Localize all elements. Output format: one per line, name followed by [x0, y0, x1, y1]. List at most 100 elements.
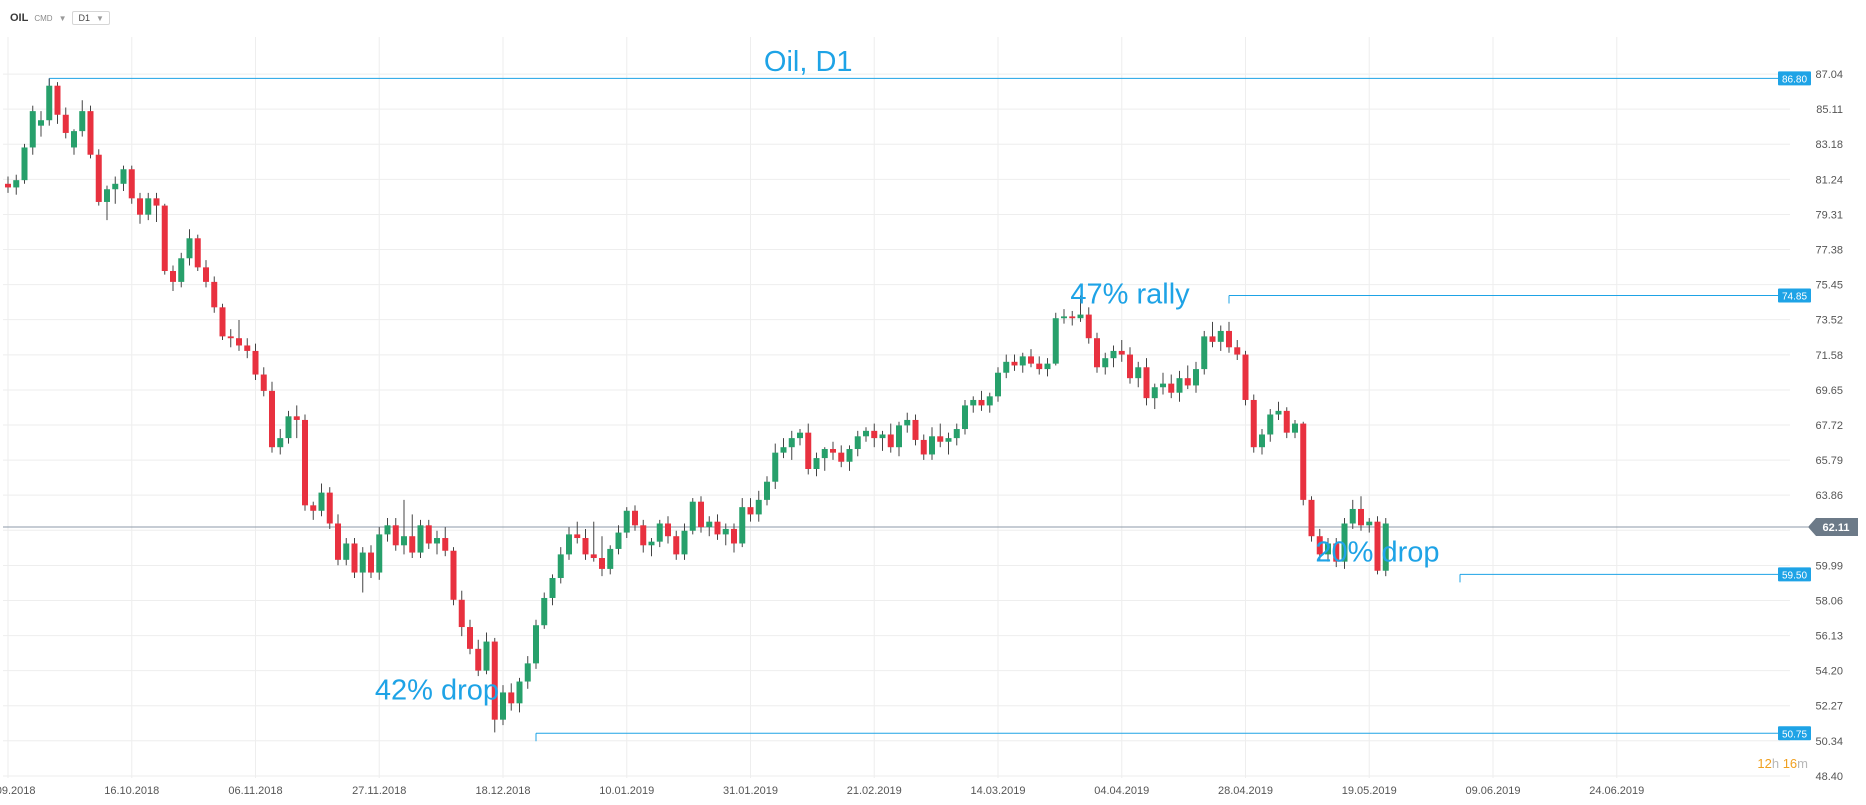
time-tick-label: 04.04.2019	[1094, 785, 1149, 797]
symbol-label[interactable]: OIL	[10, 12, 29, 24]
candle	[1341, 518, 1348, 569]
candle	[194, 234, 201, 271]
chevron-down-icon: ▼	[96, 13, 104, 23]
candle	[1061, 309, 1067, 324]
candle-body	[1259, 434, 1265, 448]
candle-body	[384, 525, 391, 535]
candle	[302, 414, 308, 511]
candle-body	[574, 534, 581, 539]
candle-body	[970, 399, 977, 406]
chevron-down-icon[interactable]: ▼	[58, 13, 67, 23]
candle	[1267, 409, 1274, 442]
candle-countdown: 12h 16m	[1757, 756, 1808, 771]
candle-body	[1316, 536, 1323, 555]
candle-body	[1094, 338, 1100, 368]
candle	[153, 192, 160, 222]
current-price-badge	[1808, 517, 1858, 536]
price-axis[interactable]: 87.04 85.11 83.18 81.24 79.31 77.38 75.45 73.52…	[1808, 69, 1858, 783]
candle-body	[533, 625, 539, 664]
candle-body	[1234, 347, 1241, 355]
candle	[1011, 354, 1018, 371]
candle	[590, 521, 597, 562]
candle	[219, 303, 226, 341]
candle	[310, 501, 317, 520]
candle-body	[731, 528, 737, 544]
candle	[962, 399, 968, 435]
candle	[1102, 352, 1109, 375]
candle-body	[236, 338, 242, 346]
candle	[689, 498, 696, 535]
candle	[260, 367, 267, 397]
candle	[1366, 518, 1373, 533]
candle-body	[79, 111, 86, 132]
time-axis[interactable]: 25.09.2018 16.10.2018 06.11.2018 27.11.2018…	[0, 785, 1644, 797]
candle	[1209, 321, 1216, 348]
candle-body	[1333, 543, 1340, 562]
price-level-badge-label: 86.80	[1782, 74, 1807, 85]
candle-body	[871, 430, 878, 439]
candle-body	[714, 521, 721, 535]
candle-body	[376, 534, 383, 573]
candle-body	[1366, 521, 1373, 526]
candle	[1151, 383, 1158, 410]
candle-body	[417, 525, 424, 553]
candle	[1201, 330, 1208, 375]
candle-body	[673, 536, 680, 555]
candle	[1135, 361, 1142, 388]
candle-body	[285, 416, 292, 439]
candle-body	[203, 267, 209, 282]
candle	[95, 149, 102, 206]
price-level-badge	[1778, 71, 1811, 86]
candle	[1094, 332, 1100, 373]
chart-annotation: 20% drop	[1315, 537, 1439, 569]
candle-body	[1242, 354, 1249, 400]
price-tick-label: 73.52	[1815, 315, 1843, 327]
countdown-minutes: 16	[1782, 756, 1798, 771]
candle-body	[450, 550, 457, 600]
price-tick-label: 77.38	[1815, 245, 1843, 257]
candle-body	[343, 543, 350, 560]
price-tick-label: 63.86	[1815, 490, 1843, 502]
candle	[384, 518, 391, 542]
price-levels: 86.80 74.85 59.50 50.75	[3, 71, 1811, 742]
candle	[491, 637, 498, 733]
candle-body	[260, 374, 267, 391]
candle-body	[788, 438, 795, 448]
candle-body	[335, 523, 341, 560]
candle	[475, 639, 482, 677]
candle-body	[863, 430, 869, 437]
candle	[722, 523, 729, 546]
candle	[1325, 538, 1331, 562]
candle	[533, 619, 539, 669]
price-tick-label: 59.99	[1815, 560, 1843, 572]
timeframe-select[interactable]: D1 ▼	[72, 11, 110, 25]
candle-body	[722, 528, 729, 535]
candle-body	[1028, 356, 1034, 364]
price-tick-label: 67.72	[1815, 420, 1843, 432]
candle-body	[623, 510, 630, 533]
candle-body	[310, 505, 317, 511]
candle-body	[1110, 350, 1117, 359]
candle	[170, 265, 176, 291]
candle	[986, 392, 993, 413]
chart-annotation: Oil, D1	[764, 46, 853, 78]
candle	[483, 632, 490, 675]
candle-body	[541, 597, 548, 626]
countdown-hours: 12	[1757, 756, 1772, 771]
candles	[5, 78, 1389, 733]
candle	[698, 496, 704, 533]
candle-body	[401, 536, 407, 546]
candle	[186, 229, 193, 266]
candle	[920, 434, 927, 460]
candle	[285, 410, 292, 444]
candle	[161, 203, 168, 275]
candle	[821, 447, 828, 471]
candle	[912, 414, 919, 446]
candle-body	[632, 510, 638, 526]
candle-body	[1102, 358, 1109, 368]
candle	[516, 677, 523, 713]
candle	[1160, 372, 1166, 395]
candle	[368, 545, 374, 578]
candle	[269, 381, 275, 453]
